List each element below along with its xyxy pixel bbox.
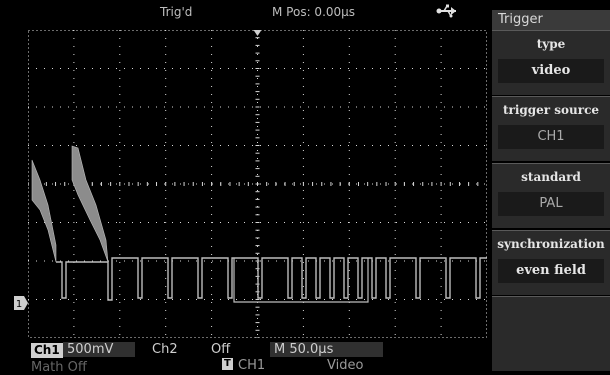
- menu-item-synchronization-label: synchronization: [497, 237, 605, 251]
- menu-item-type[interactable]: type video: [492, 30, 610, 95]
- video-line-burst: [71, 145, 109, 263]
- menu-item-trigger-source-value: CH1: [498, 125, 604, 149]
- status-bar: Trig'd M Pos: 0.00µs: [0, 0, 610, 24]
- menu-title: Trigger: [492, 10, 610, 30]
- m-pos-readout: M Pos: 0.00µs: [272, 5, 356, 19]
- trigger-state: Trig'd: [160, 5, 193, 19]
- usb-icon: [436, 4, 456, 18]
- waveform-trace: [31, 145, 487, 303]
- ch1-badge[interactable]: Ch1: [31, 343, 63, 358]
- menu-item-empty: [492, 296, 610, 371]
- menu-item-trigger-source[interactable]: trigger source CH1: [492, 96, 610, 161]
- ch1-marker-label: 1: [16, 299, 22, 310]
- menu-item-synchronization-value: even field: [498, 259, 604, 283]
- menu-item-type-label: type: [536, 37, 566, 51]
- ch2-state: Off: [211, 342, 231, 357]
- menu-item-standard-label: standard: [521, 170, 581, 184]
- menu-item-standard-value: PAL: [498, 192, 604, 216]
- ch1-scale: 500mV: [63, 342, 136, 357]
- oscilloscope-screen: [28, 30, 487, 338]
- math-state: Math Off: [31, 360, 87, 375]
- trigger-marker-badge: T: [222, 358, 233, 370]
- trigger-menu: Trigger type video trigger source CH1 st…: [492, 10, 610, 371]
- ch1-ground-marker[interactable]: 1: [14, 296, 28, 310]
- menu-item-synchronization[interactable]: synchronization even field: [492, 230, 610, 295]
- sync-pulse-trace: [56, 257, 487, 301]
- trigger-position-marker: [253, 30, 262, 36]
- trigger-type-readout: Video: [327, 358, 364, 373]
- menu-item-trigger-source-label: trigger source: [502, 103, 600, 117]
- bottom-status-bar: Ch1 500mV Ch2 Off M 50.0µs Math Off T CH…: [0, 340, 490, 375]
- timebase-readout: M 50.0µs: [270, 342, 384, 357]
- menu-item-type-value: video: [498, 59, 604, 83]
- ch2-label[interactable]: Ch2: [152, 342, 178, 357]
- vertical-sync-trace: [233, 258, 369, 303]
- trigger-source-readout: CH1: [238, 358, 266, 373]
- video-line-burst: [31, 159, 57, 263]
- menu-item-standard[interactable]: standard PAL: [492, 163, 610, 228]
